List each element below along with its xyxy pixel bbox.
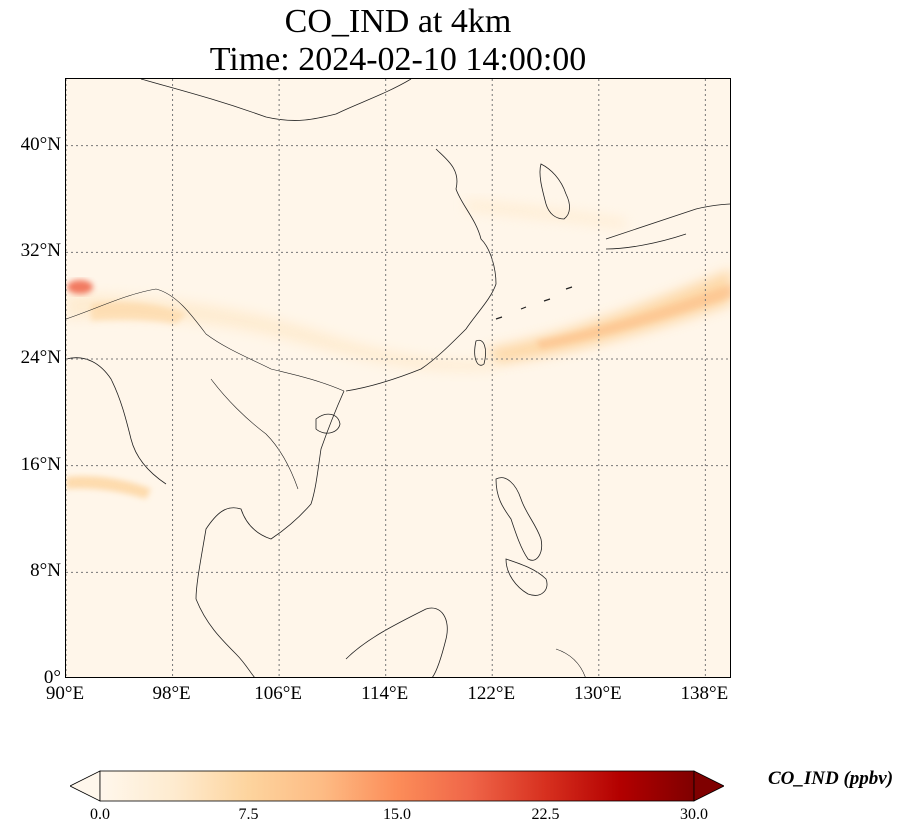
colorbar-svg [69, 770, 725, 802]
colorbar-tick-label: 0.0 [90, 806, 110, 823]
lat-tick-label: 8°N [30, 560, 61, 582]
coast-borneo [345, 607, 448, 677]
lon-tick-label: 98°E [152, 683, 191, 704]
map-panel[interactable] [65, 78, 731, 678]
lat-tick-label: 24°N [20, 347, 61, 368]
lat-tick-label: 32°N [20, 240, 61, 262]
colorbar-tick-label: 7.5 [238, 806, 259, 823]
colorbar-gradient [99, 770, 695, 802]
border-internal [66, 288, 345, 392]
coast-china-east [345, 148, 497, 392]
coast-hainan [315, 413, 341, 434]
coast-japan [605, 203, 730, 250]
co-concentration-field [66, 199, 730, 499]
coast-taiwan [474, 339, 486, 366]
co-plume-north [466, 199, 626, 229]
lon-tick-label: 122°E [467, 683, 516, 704]
co-plume-east-core [536, 284, 730, 349]
border-north [140, 79, 412, 121]
coast-indochina [195, 390, 345, 600]
border-laos-vietnam [210, 378, 299, 490]
map-title: CO_IND at 4km [284, 3, 512, 40]
colorbar-label: CO_IND (ppbv) [768, 768, 894, 789]
coast-mindanao [505, 558, 548, 596]
coast-myanmar [66, 357, 167, 485]
gridlines [66, 79, 730, 677]
coastlines [66, 79, 730, 677]
co-plume-east [486, 269, 730, 364]
colorbar-tick-label: 22.5 [531, 806, 560, 823]
lat-tick-label: 40°N [20, 133, 61, 155]
islands-ryukyu [495, 286, 573, 320]
colorbar [69, 768, 725, 804]
co-hotspot [67, 280, 93, 294]
co-plume-southwest [66, 476, 151, 499]
co-plume-nw [91, 302, 186, 324]
coast-philippines [495, 477, 543, 561]
coast-southeast [555, 648, 586, 677]
coast-korea [539, 163, 570, 220]
lat-tick-label: 16°N [20, 453, 61, 475]
lat-tick-label: 0° [43, 667, 61, 688]
colorbar-extend-min [69, 770, 101, 802]
colorbar-tick-label: 15.0 [383, 806, 411, 823]
map-time-subtitle: Time: 2024-02-10 14:00:00 [209, 41, 587, 78]
colorbar-tick-label: 30.0 [680, 806, 708, 823]
map-canvas[interactable] [66, 79, 731, 678]
lon-tick-label: 130°E [573, 683, 622, 704]
lon-tick-label: 114°E [361, 683, 409, 704]
lon-tick-label: 90°E [45, 683, 85, 704]
lon-tick-label: 138°E [680, 683, 729, 704]
colorbar-extend-max [693, 770, 725, 802]
lon-tick-label: 106°E [254, 683, 302, 704]
coast-malay [195, 598, 255, 677]
